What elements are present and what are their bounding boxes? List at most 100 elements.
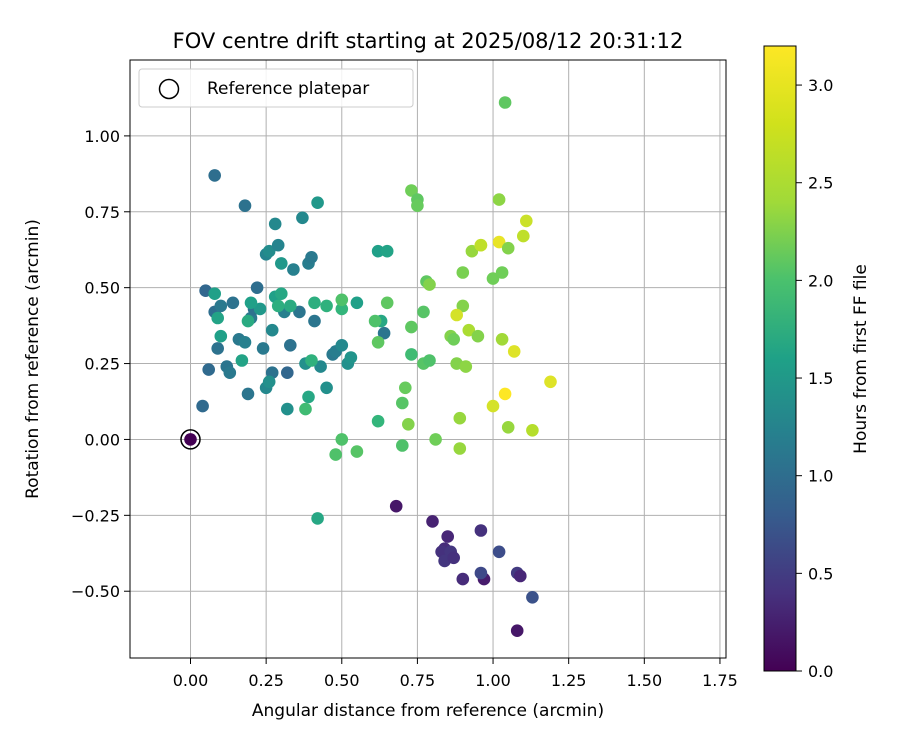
x-tick-label: 0.75 <box>400 671 436 690</box>
data-point <box>405 184 418 197</box>
x-tick-label: 0.25 <box>248 671 284 690</box>
data-point <box>441 530 455 543</box>
data-point <box>447 551 461 565</box>
x-tick-label: 1.50 <box>627 671 663 690</box>
data-point <box>299 402 312 416</box>
data-point <box>501 241 515 255</box>
data-point <box>311 196 324 209</box>
colorbar: 0.0 0.5 1.0 1.5 2.0 2.5 3.0 Hours from first F… <box>763 45 871 681</box>
data-point <box>492 235 506 249</box>
data-point <box>492 193 506 206</box>
data-point <box>510 624 524 637</box>
data-point <box>471 329 485 343</box>
data-point <box>308 314 321 328</box>
data-point <box>520 214 533 228</box>
data-point <box>429 433 442 446</box>
data-point <box>389 499 403 513</box>
x-axis-label: Angular distance from reference (arcmin) <box>252 701 604 721</box>
data-point <box>214 329 228 343</box>
data-point <box>302 390 315 404</box>
data-point <box>293 305 306 319</box>
data-point <box>265 323 279 337</box>
legend-reference-marker <box>158 78 180 100</box>
data-point <box>447 333 461 346</box>
legend-box <box>138 68 414 108</box>
data-point <box>399 381 412 395</box>
data-point <box>344 351 358 364</box>
data-point <box>517 229 530 243</box>
x-tick-label: 1.75 <box>702 671 738 690</box>
data-point <box>271 299 285 313</box>
data-point <box>226 296 240 310</box>
data-point <box>284 299 297 313</box>
data-point <box>423 278 436 291</box>
y-tick-label: 0.75 <box>84 203 120 222</box>
data-point <box>474 524 488 537</box>
data-point <box>202 363 215 376</box>
data-point <box>501 421 515 434</box>
colorbar-ticks: 0.0 0.5 1.0 1.5 2.0 2.5 3.0 <box>796 76 833 681</box>
data-point <box>465 244 479 258</box>
data-point <box>262 375 276 389</box>
data-point <box>371 414 385 428</box>
data-point <box>184 433 197 446</box>
data-point <box>268 217 282 231</box>
x-axis-ticks: 0.00 0.25 0.50 0.75 1.00 1.25 1.50 1.75 <box>173 658 738 690</box>
chart-title: FOV centre drift starting at 2025/08/12 … <box>173 29 684 53</box>
data-point <box>308 296 321 310</box>
data-point <box>335 339 349 352</box>
data-point <box>474 238 488 252</box>
data-point <box>371 244 385 258</box>
data-point <box>495 333 509 346</box>
legend: Reference platepar <box>138 68 414 108</box>
data-point <box>495 266 509 279</box>
data-point <box>456 572 470 586</box>
y-tick-label: 0.25 <box>84 355 120 374</box>
data-point <box>329 448 343 461</box>
data-point <box>235 354 249 367</box>
colorbar-tick-label: 0.0 <box>808 662 833 681</box>
data-point <box>196 399 209 413</box>
data-point <box>275 287 288 301</box>
data-point <box>320 299 333 313</box>
data-point <box>262 244 276 258</box>
y-tick-label: 0.00 <box>84 430 120 449</box>
colorbar-tick-label: 0.5 <box>808 564 833 583</box>
legend-label: Reference platepar <box>207 79 369 99</box>
data-point <box>244 296 258 310</box>
data-point <box>238 336 252 349</box>
data-point <box>223 366 237 380</box>
colorbar-tick-label: 1.0 <box>808 467 833 486</box>
data-point <box>208 169 221 182</box>
data-point <box>453 411 467 425</box>
data-point <box>371 336 385 349</box>
y-tick-label: −0.25 <box>71 506 120 525</box>
data-point <box>311 512 324 525</box>
data-point <box>456 299 470 313</box>
colorbar-tick-label: 3.0 <box>808 76 833 95</box>
x-tick-label: 1.25 <box>551 671 587 690</box>
plot-frame <box>129 59 727 659</box>
data-point <box>335 293 349 307</box>
data-points <box>180 96 557 637</box>
y-axis-label: Rotation from reference (arcmin) <box>23 219 43 499</box>
data-point <box>474 566 488 580</box>
colorbar-tick-label: 2.5 <box>808 174 833 193</box>
data-point <box>544 375 557 389</box>
colorbar-label: Hours from first FF file <box>851 264 871 454</box>
data-point <box>450 308 464 322</box>
data-point <box>462 323 476 337</box>
data-point <box>253 302 267 316</box>
data-point <box>396 439 409 452</box>
data-point <box>526 424 539 437</box>
data-point <box>214 299 228 313</box>
data-point <box>456 266 470 279</box>
data-point <box>296 211 309 225</box>
data-point <box>287 263 300 276</box>
data-point <box>271 238 285 252</box>
reference-platepar-marker <box>180 429 201 450</box>
data-point <box>238 199 252 212</box>
data-point <box>241 314 255 328</box>
data-point <box>281 402 294 416</box>
